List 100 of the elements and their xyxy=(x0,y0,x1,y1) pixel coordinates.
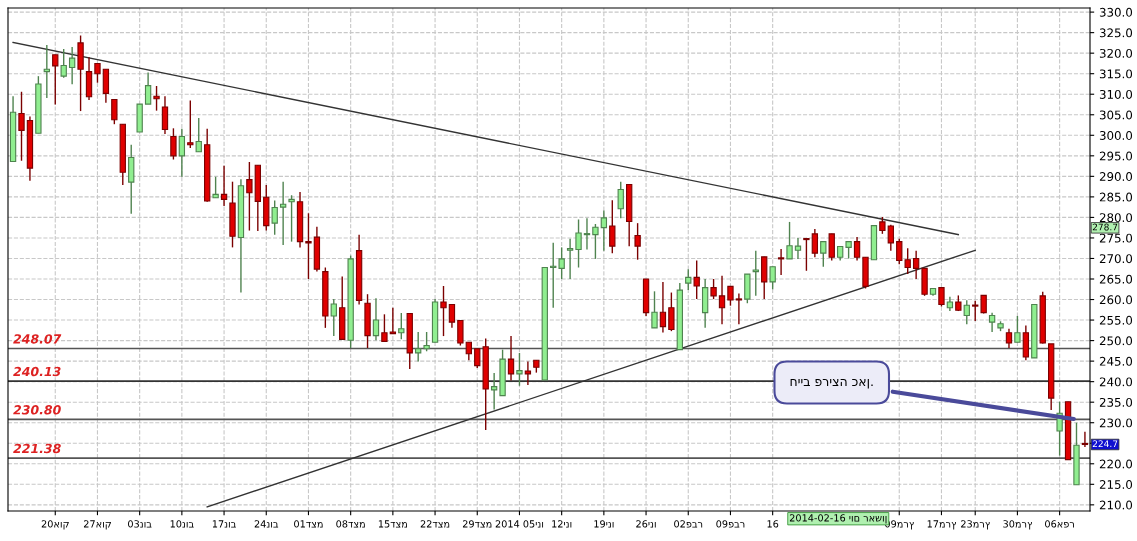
candlestick xyxy=(575,218,582,269)
candlestick xyxy=(448,303,456,329)
y-tick-label: 295.0 xyxy=(1099,151,1133,161)
y-tick-label: 255.0 xyxy=(1099,315,1133,325)
candlestick xyxy=(988,311,996,333)
candlestick xyxy=(161,95,169,135)
candlestick xyxy=(212,176,219,199)
x-tick-label: 01דצמ xyxy=(294,520,323,528)
candlestick xyxy=(769,265,776,290)
candlestick xyxy=(938,286,945,308)
candlestick xyxy=(68,46,76,86)
candlestick xyxy=(60,48,67,79)
candlestick xyxy=(659,281,667,334)
x-tick-label: 02פבר xyxy=(674,520,703,528)
candlestick xyxy=(415,331,422,363)
x-tick-label: 23מרץ xyxy=(961,520,990,530)
y-tick-label: 330.0 xyxy=(1099,7,1133,17)
candlestick xyxy=(524,360,532,386)
candlestick xyxy=(381,313,388,343)
candlestick xyxy=(693,259,700,300)
y-tick-label: 210.0 xyxy=(1099,500,1133,510)
y-tick-label: 220.0 xyxy=(1099,459,1133,469)
x-tick-label: 17מרץ xyxy=(927,520,956,530)
ref-line-label: 221.38 xyxy=(13,443,61,454)
ref-line-label: 248.07 xyxy=(13,334,62,344)
y-tick-label: 325.0 xyxy=(1099,28,1133,38)
x-tick-label: 17נוב xyxy=(212,520,236,528)
candlestick xyxy=(288,194,295,243)
x-tick-label: 06אפר xyxy=(1045,520,1074,528)
candlestick xyxy=(94,62,101,84)
x-tick-label: 19ינו xyxy=(594,520,614,528)
text: 224.7 xyxy=(1092,440,1118,447)
candlestick xyxy=(811,228,819,258)
candlestick xyxy=(912,249,920,280)
candlestick xyxy=(271,199,278,236)
candlestick xyxy=(727,285,734,307)
y-tick-label: 320.0 xyxy=(1099,48,1133,58)
y-tick-label: 250.0 xyxy=(1099,336,1133,346)
candlestick xyxy=(144,71,152,105)
candlestick xyxy=(389,307,397,335)
candlestick xyxy=(600,209,608,252)
candlestick xyxy=(752,249,759,297)
candlestick xyxy=(803,237,810,272)
x-tick-label: 26ינו xyxy=(636,520,656,528)
y-tick-label: 240.0 xyxy=(1099,377,1133,387)
x-tick-label: 10נוב xyxy=(170,520,194,528)
candlestick xyxy=(170,127,177,161)
y-tick-label: 215.0 xyxy=(1099,480,1133,489)
y-tick-label: 275.0 xyxy=(1099,233,1133,243)
x-tick-label: 16 xyxy=(767,520,779,528)
x-tick-label: 12ינו xyxy=(552,520,572,528)
y-tick-label: 270.0 xyxy=(1099,254,1133,264)
x-tick-label: 24נוב xyxy=(254,520,279,528)
candlestick xyxy=(440,285,447,337)
candlestick xyxy=(330,298,337,337)
candlestick xyxy=(617,180,624,219)
candlestick xyxy=(516,352,523,387)
candlestick xyxy=(18,91,25,162)
candlestick xyxy=(718,275,726,325)
candlestick xyxy=(465,341,472,362)
candlestick xyxy=(735,292,743,325)
y-tick-label: 315.0 xyxy=(1099,69,1133,79)
candlestick xyxy=(963,299,970,325)
candlestick xyxy=(1005,327,1013,349)
candlestick xyxy=(372,297,380,341)
candlestick xyxy=(111,98,118,125)
candlestick xyxy=(634,222,641,261)
candlestick xyxy=(668,291,675,332)
x-tick-label: 29דצמ xyxy=(462,520,492,528)
candlestick xyxy=(558,246,565,280)
candlestick xyxy=(853,236,861,262)
candlestick xyxy=(246,161,253,232)
ref-line-label: 230.80 xyxy=(13,405,61,415)
candlestick xyxy=(195,117,202,153)
x-tick-label: 03נוב xyxy=(128,520,152,528)
x-tick-label: 20אוק xyxy=(41,520,69,530)
x-tick-label: 09פבר xyxy=(716,520,745,528)
candlestick xyxy=(685,268,692,291)
candlestick xyxy=(820,240,827,268)
candlestick xyxy=(305,212,312,280)
candlestick xyxy=(220,164,228,207)
candlestick xyxy=(178,128,186,178)
candlestick xyxy=(1081,431,1089,448)
x-tick-label: 30מרץ xyxy=(1003,520,1032,530)
y-tick-label: 235.0 xyxy=(1099,397,1133,407)
y-tick-label: 280.0 xyxy=(1099,213,1133,223)
y-tick-label: 290.0 xyxy=(1099,172,1133,181)
x-tick-label: 15דצמ xyxy=(378,520,407,528)
x-tick-label: 08דצמ xyxy=(336,520,365,528)
candlestick xyxy=(786,221,793,260)
candlestick xyxy=(887,224,894,252)
candlestick xyxy=(279,180,287,246)
candlestick xyxy=(972,300,979,322)
candlestick xyxy=(828,233,835,262)
candlestick xyxy=(187,99,194,149)
y-tick-label: 300.0 xyxy=(1099,131,1133,140)
candlestick xyxy=(609,199,616,254)
candlestick xyxy=(153,85,160,112)
candlestick xyxy=(583,217,591,251)
annotation: חייב פריצה כאן. xyxy=(790,379,873,389)
